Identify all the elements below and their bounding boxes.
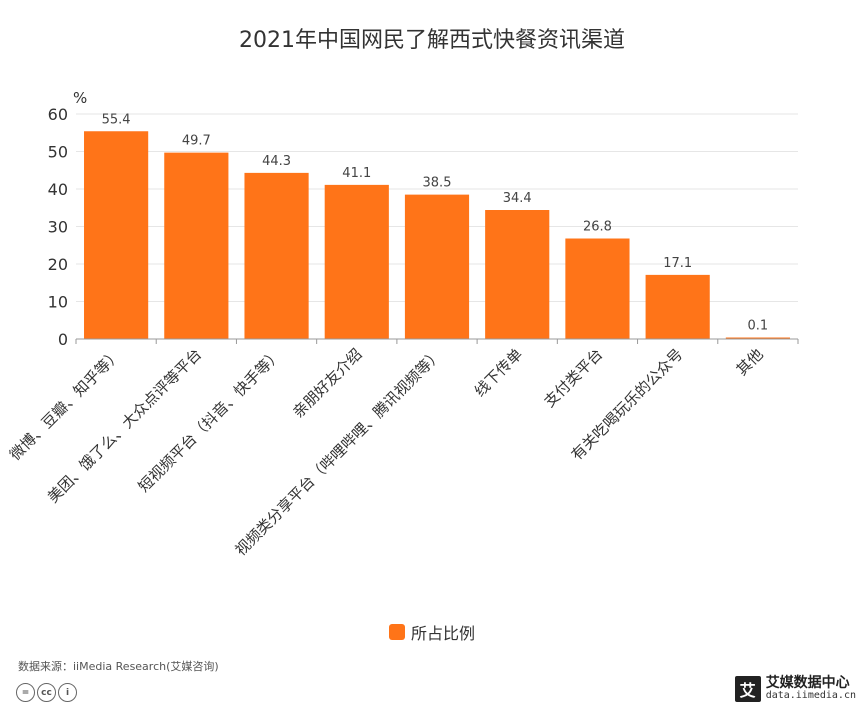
x-tick-label: 支付类平台 — [541, 345, 607, 411]
brand-mark-icon: 艾 — [734, 676, 761, 702]
bar — [725, 337, 790, 339]
data-label: 0.1 — [748, 319, 769, 334]
license-icons: = cc i — [16, 683, 77, 702]
data-label: 38.5 — [423, 176, 452, 191]
y-tick-label: 30 — [48, 218, 68, 237]
data-label: 26.8 — [583, 220, 612, 235]
bar — [404, 194, 470, 339]
data-label: 17.1 — [663, 256, 692, 271]
data-label: 49.7 — [182, 134, 211, 149]
legend-swatch — [388, 624, 405, 640]
y-tick-label: 50 — [48, 143, 68, 162]
x-tick-label: 短视频平台（抖音、快手等） — [135, 345, 286, 496]
brand-logo: 艾 艾媒数据中心 data.iimedia.cn — [734, 675, 856, 702]
bar — [244, 172, 309, 339]
x-tick-label: 线下传单 — [471, 345, 526, 400]
data-label: 55.4 — [102, 112, 131, 127]
brand-url: data.iimedia.cn — [765, 690, 856, 702]
legend[interactable]: 所占比例 — [0, 620, 864, 644]
legend-label: 所占比例 — [410, 624, 475, 643]
data-label: 34.4 — [503, 191, 532, 206]
bar — [565, 238, 630, 339]
bar — [485, 210, 550, 339]
x-tick-label: 美团、饿了么、大众点评等平台 — [44, 345, 205, 506]
bar — [645, 274, 710, 339]
by-icon: i — [58, 683, 77, 702]
x-tick-label: 亲朋好友介绍 — [289, 345, 365, 421]
y-tick-label: 0 — [58, 330, 68, 349]
chart-title: 2021年中国网民了解西式快餐资讯渠道 — [239, 28, 625, 53]
data-label: 44.3 — [262, 154, 291, 169]
nd-icon: = — [16, 683, 35, 702]
y-tick-label: 60 — [48, 105, 68, 124]
y-tick-label: 40 — [48, 180, 68, 199]
bar — [164, 152, 229, 339]
y-tick-label: 10 — [48, 293, 68, 312]
data-label: 41.1 — [342, 166, 371, 181]
brand-name: 艾媒数据中心 — [765, 675, 850, 692]
y-tick-label: 20 — [48, 255, 68, 274]
cc-icon: cc — [37, 683, 56, 702]
bar — [84, 131, 149, 339]
x-tick-label: 其他 — [733, 345, 767, 379]
bar — [324, 184, 389, 339]
source-note: 数据来源：iiMedia Research(艾媒咨询) — [18, 660, 219, 673]
y-axis-unit: % — [73, 89, 87, 107]
